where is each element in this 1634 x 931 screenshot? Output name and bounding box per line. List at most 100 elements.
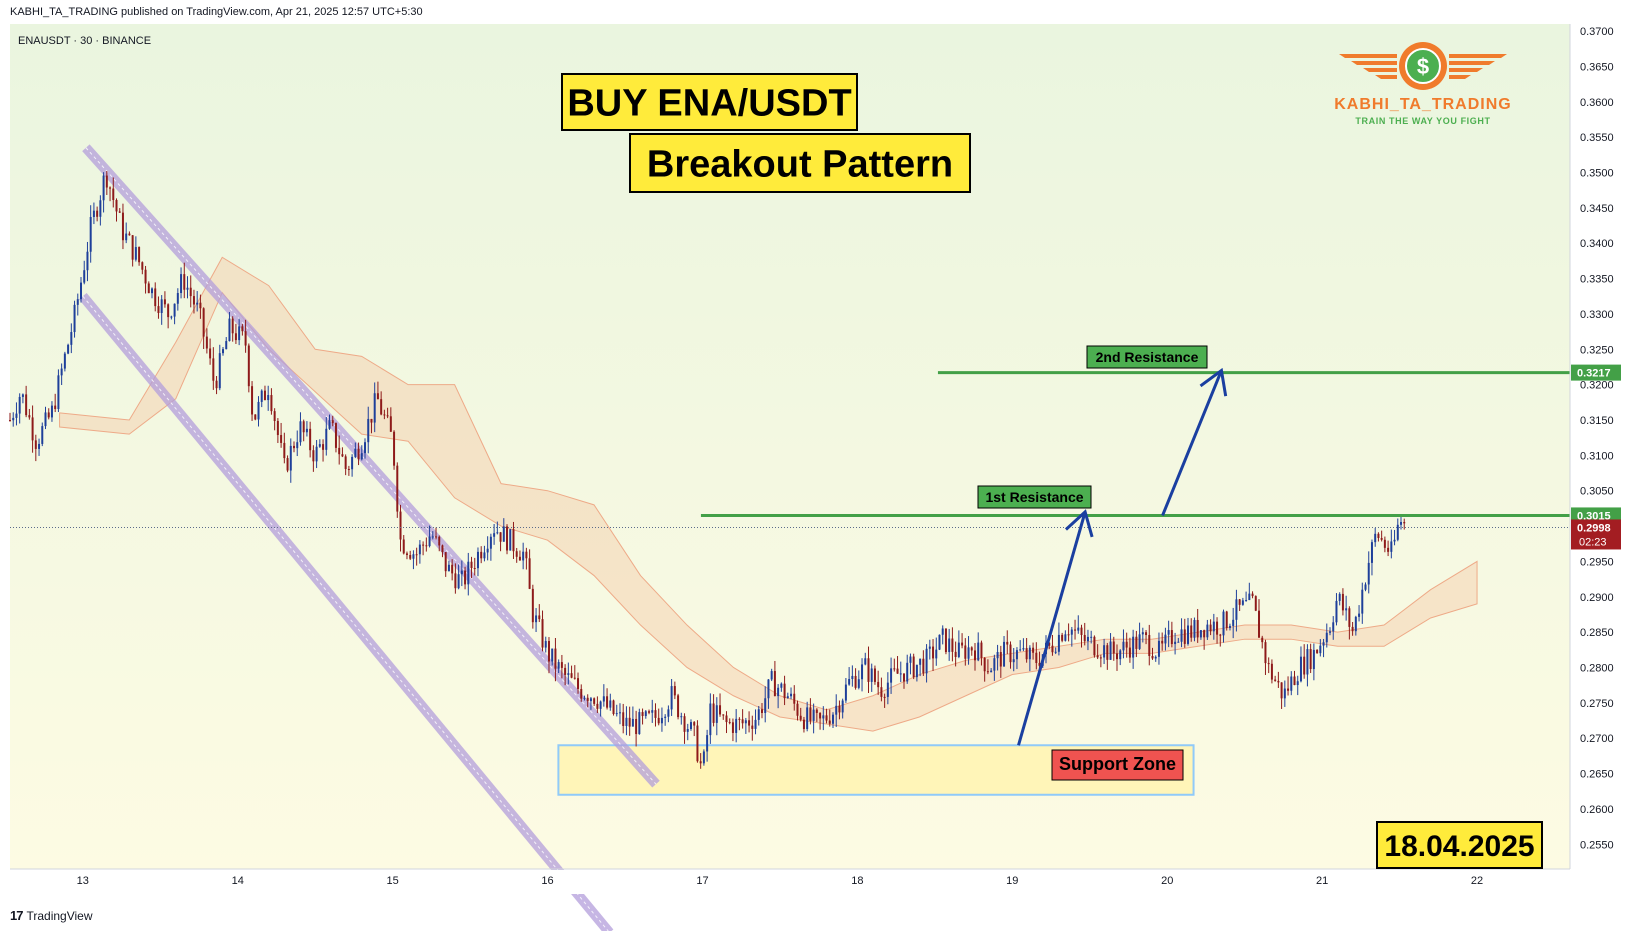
candle[interactable] — [1119, 649, 1122, 666]
candle[interactable] — [373, 382, 376, 433]
candle[interactable] — [199, 294, 202, 319]
candle[interactable] — [76, 293, 79, 316]
candle[interactable] — [38, 438, 41, 456]
candle[interactable] — [999, 645, 1002, 678]
candle[interactable] — [189, 275, 192, 308]
candle[interactable] — [309, 421, 312, 458]
candle[interactable] — [1070, 626, 1073, 647]
candle[interactable] — [1316, 649, 1319, 654]
candle[interactable] — [951, 627, 954, 662]
candle[interactable] — [63, 351, 66, 372]
candle[interactable] — [1306, 644, 1309, 687]
candle[interactable] — [1083, 622, 1086, 646]
candle[interactable] — [1309, 643, 1312, 674]
candle[interactable] — [1348, 606, 1351, 640]
candle[interactable] — [1135, 630, 1138, 658]
candle[interactable] — [573, 665, 576, 680]
candle[interactable] — [893, 658, 896, 672]
candle[interactable] — [118, 208, 121, 213]
candle[interactable] — [1074, 619, 1077, 640]
candle[interactable] — [192, 289, 195, 314]
candle[interactable] — [244, 319, 247, 353]
candle[interactable] — [983, 657, 986, 682]
candle[interactable] — [925, 644, 928, 683]
candle[interactable] — [1293, 670, 1296, 686]
candle[interactable] — [770, 668, 773, 682]
candle[interactable] — [641, 708, 644, 725]
candle[interactable] — [225, 337, 228, 350]
candle[interactable] — [44, 406, 47, 430]
candle[interactable] — [228, 312, 231, 342]
candle[interactable] — [1012, 648, 1015, 672]
candle[interactable] — [412, 550, 415, 570]
candle[interactable] — [422, 541, 425, 556]
subtitle-label[interactable]: Breakout Pattern — [629, 133, 971, 193]
candle[interactable] — [1400, 515, 1403, 530]
candle[interactable] — [896, 656, 899, 674]
candle[interactable] — [1367, 551, 1370, 594]
candle[interactable] — [1099, 654, 1102, 668]
candle[interactable] — [57, 369, 60, 413]
candle[interactable] — [54, 393, 57, 413]
candle[interactable] — [1393, 529, 1396, 546]
candle[interactable] — [518, 550, 521, 561]
candle[interactable] — [251, 381, 254, 421]
candle[interactable] — [415, 547, 418, 566]
candle[interactable] — [1148, 624, 1151, 666]
candle[interactable] — [899, 661, 902, 683]
candle[interactable] — [1329, 627, 1332, 636]
candle[interactable] — [473, 557, 476, 576]
resistance-2-label[interactable]: 2nd Resistance — [1086, 345, 1208, 369]
candle[interactable] — [354, 442, 357, 459]
candle[interactable] — [735, 709, 738, 743]
candle[interactable] — [848, 667, 851, 686]
candle[interactable] — [1267, 657, 1270, 674]
candle[interactable] — [670, 679, 673, 716]
candle[interactable] — [815, 708, 818, 722]
candle[interactable] — [31, 405, 34, 453]
candle[interactable] — [351, 454, 354, 477]
candle[interactable] — [741, 709, 744, 729]
candle[interactable] — [802, 716, 805, 733]
candle[interactable] — [370, 418, 373, 434]
candle[interactable] — [1128, 637, 1131, 663]
candle[interactable] — [1109, 633, 1112, 660]
candle[interactable] — [754, 709, 757, 735]
candle[interactable] — [648, 709, 651, 715]
candle[interactable] — [1051, 634, 1054, 656]
candle[interactable] — [144, 265, 147, 294]
candle[interactable] — [1038, 651, 1041, 669]
candle[interactable] — [851, 665, 854, 687]
candle[interactable] — [1141, 627, 1144, 643]
candle[interactable] — [512, 521, 515, 559]
candle[interactable] — [993, 654, 996, 681]
candle[interactable] — [1122, 629, 1125, 659]
candle[interactable] — [1264, 639, 1267, 675]
candle[interactable] — [21, 393, 24, 404]
target-arrow-2[interactable] — [1161, 367, 1228, 517]
candle[interactable] — [1177, 637, 1180, 643]
target-arrow-1[interactable] — [1017, 509, 1094, 746]
candle[interactable] — [1196, 608, 1199, 643]
candle[interactable] — [128, 231, 131, 236]
candle[interactable] — [664, 714, 667, 726]
candle[interactable] — [338, 435, 341, 465]
candle[interactable] — [364, 438, 367, 459]
candle[interactable] — [628, 706, 631, 736]
candle[interactable] — [476, 547, 479, 577]
candle[interactable] — [399, 504, 402, 552]
candle[interactable] — [167, 303, 170, 329]
candle[interactable] — [328, 414, 331, 430]
candle[interactable] — [902, 673, 905, 689]
candle[interactable] — [1112, 636, 1115, 661]
candle[interactable] — [683, 713, 686, 744]
candle[interactable] — [764, 686, 767, 723]
candle[interactable] — [1232, 607, 1235, 639]
candle[interactable] — [1280, 682, 1283, 709]
candle[interactable] — [586, 694, 589, 708]
candle[interactable] — [257, 396, 260, 427]
candle[interactable] — [919, 658, 922, 677]
candle[interactable] — [506, 524, 509, 555]
candle[interactable] — [499, 532, 502, 552]
candle[interactable] — [706, 729, 709, 762]
